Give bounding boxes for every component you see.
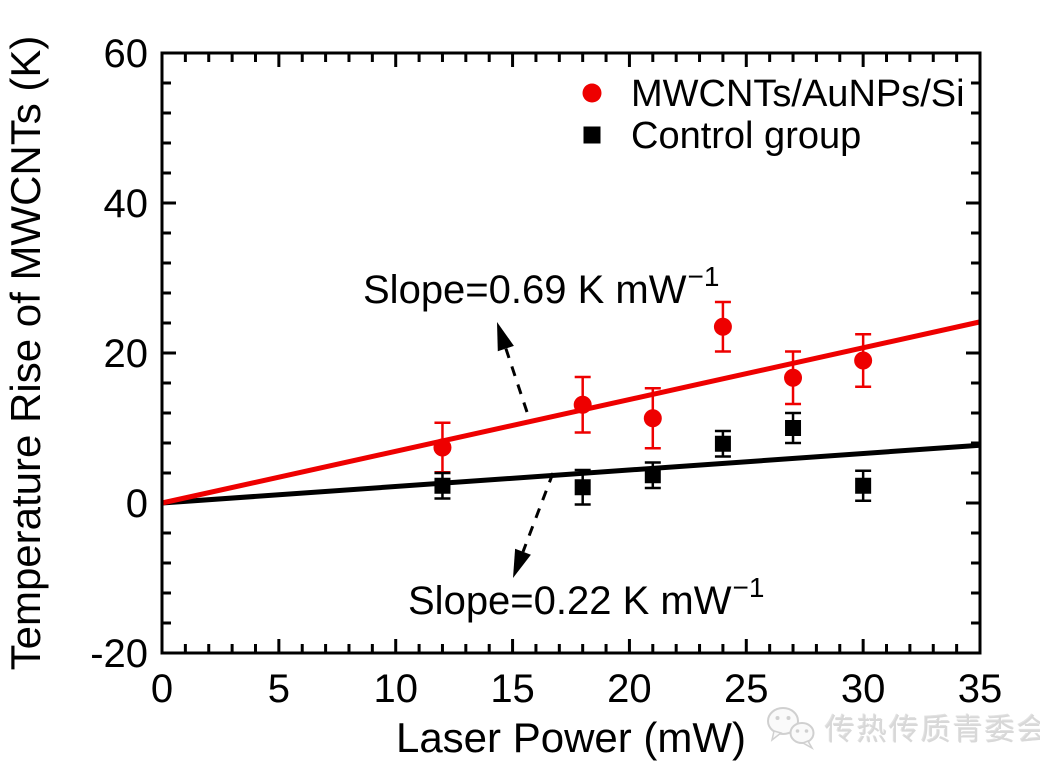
x-tick-label: 20	[607, 667, 652, 711]
data-point-square	[785, 420, 802, 436]
data-point-circle	[433, 438, 452, 457]
legend-marker-square	[583, 126, 601, 144]
annotation-arrow-black-head	[513, 548, 531, 578]
y-axis-label: Temperature Rise of MWCNTs (K)	[2, 36, 49, 671]
data-point-circle	[854, 351, 873, 370]
x-tick-label: 0	[151, 667, 173, 711]
annotation-slope-black-text: Slope=0.22 K mW	[408, 579, 732, 623]
annotation-slope-red-text: Slope=0.69 K mW	[363, 268, 687, 312]
watermark: 传热传质青委会	[764, 704, 1040, 750]
y-tick-label: -20	[90, 632, 148, 676]
annotation-slope-red-sup: −1	[688, 261, 720, 292]
annotation-slope-red: Slope=0.69 K mW−1	[363, 261, 719, 312]
legend-label-mwcnts: MWCNTs/AuNPs/Si	[631, 73, 965, 115]
fit-line	[161, 442, 981, 506]
x-tick-label: 35	[958, 667, 1003, 711]
wechat-bubbles-icon	[767, 707, 815, 750]
x-tick-label: 30	[841, 667, 886, 711]
data-point-circle	[784, 368, 803, 387]
annotation-slope-black-sup: −1	[733, 572, 765, 603]
data-point-square	[714, 435, 731, 452]
x-tick-label: 5	[268, 667, 290, 711]
legend: MWCNTs/AuNPs/Si Control group	[582, 73, 965, 157]
annotation-arrow-black-line	[521, 472, 555, 553]
y-tick-label: 20	[104, 332, 149, 376]
annotation-arrow-red	[497, 322, 529, 413]
data-point-square	[855, 477, 872, 494]
x-tick-label: 15	[490, 667, 535, 711]
annotation-slope-black: Slope=0.22 K mW−1	[408, 572, 764, 623]
data-point-square	[434, 477, 451, 494]
data-point-square	[574, 479, 591, 496]
x-tick-label: 10	[373, 667, 418, 711]
legend-marker-circle	[582, 83, 602, 103]
data-point-circle	[713, 317, 732, 336]
y-tick-label: 0	[126, 482, 148, 526]
y-tick-label: 60	[104, 32, 149, 76]
y-tick-label: 40	[104, 182, 149, 226]
annotation-arrow-red-head	[497, 322, 514, 352]
plot-frame	[160, 51, 982, 655]
annotation-arrow-red-line	[504, 348, 529, 413]
legend-label-control: Control group	[631, 115, 861, 157]
x-axis-label: Laser Power (mW)	[396, 714, 746, 761]
data-point-square	[644, 467, 661, 484]
fit-line	[161, 319, 981, 506]
annotation-arrow-black	[513, 472, 555, 578]
x-tick-label: 25	[724, 667, 769, 711]
data-point-circle	[573, 395, 592, 414]
watermark-text: 传热传质青委会	[825, 714, 1040, 747]
data-point-circle	[643, 409, 662, 428]
